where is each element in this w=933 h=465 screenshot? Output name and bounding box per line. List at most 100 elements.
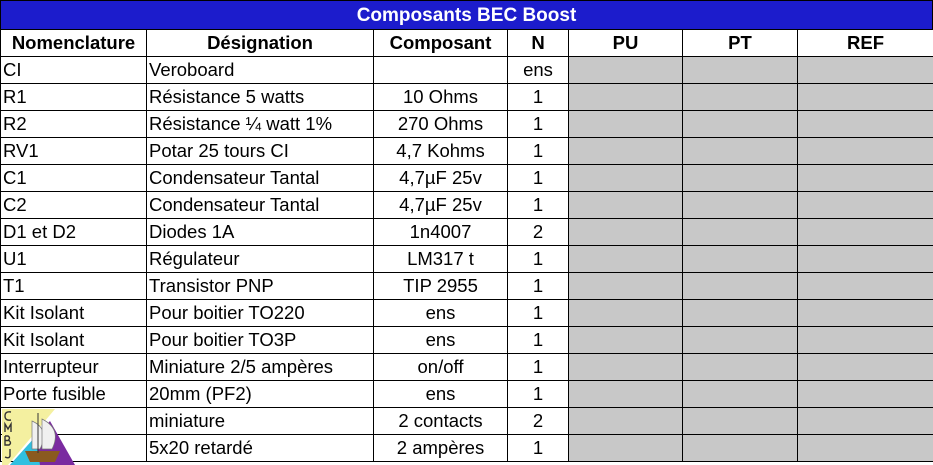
- table-row: R2 Résistance ¼ watt 1% 270 Ohms 1: [0, 110, 933, 138]
- ref-cell[interactable]: [797, 110, 933, 138]
- ref-cell[interactable]: [797, 326, 933, 354]
- column-header: Désignation: [146, 29, 374, 57]
- ref-cell[interactable]: [797, 137, 933, 165]
- cmbj-logo: [2, 409, 75, 465]
- pu-cell[interactable]: [568, 191, 683, 219]
- ref-cell[interactable]: [797, 218, 933, 246]
- composant-cell: 10 Ohms: [373, 83, 508, 111]
- composant-cell: ens: [373, 380, 508, 408]
- components-table: Nomenclature Désignation Composant N PU PT REF…: [0, 29, 933, 462]
- pu-cell[interactable]: [568, 407, 683, 435]
- designation-cell: Diodes 1A: [146, 218, 374, 246]
- pt-cell[interactable]: [682, 164, 798, 192]
- logo-lettering: [4, 411, 12, 459]
- table-row: Kit Isolant Pour boitier TO3P ens 1: [0, 326, 933, 354]
- quantity-cell: 1: [507, 245, 569, 273]
- table-row: CI Veroboard ens: [0, 56, 933, 84]
- ref-cell[interactable]: [797, 272, 933, 300]
- pt-cell[interactable]: [682, 407, 798, 435]
- quantity-cell: 2: [507, 407, 569, 435]
- composant-cell: 4,7µF 25v: [373, 164, 508, 192]
- designation-cell: Pour boitier TO220: [146, 299, 374, 327]
- nomenclature-cell: CI: [0, 56, 147, 84]
- table-row: miniature 2 contacts 2: [0, 407, 933, 435]
- nomenclature-cell: Porte fusible: [0, 380, 147, 408]
- pt-cell[interactable]: [682, 353, 798, 381]
- designation-cell: 20mm (PF2): [146, 380, 374, 408]
- composant-cell: [373, 56, 508, 84]
- pu-cell[interactable]: [568, 218, 683, 246]
- pu-cell[interactable]: [568, 380, 683, 408]
- nomenclature-cell: R1: [0, 83, 147, 111]
- composant-cell: LM317 t: [373, 245, 508, 273]
- designation-cell: Condensateur Tantal: [146, 164, 374, 192]
- table-title: Composants BEC Boost: [0, 0, 933, 29]
- pu-cell[interactable]: [568, 164, 683, 192]
- pt-cell[interactable]: [682, 299, 798, 327]
- designation-cell: Veroboard: [146, 56, 374, 84]
- nomenclature-cell: Kit Isolant: [0, 299, 147, 327]
- pu-cell[interactable]: [568, 434, 683, 462]
- pt-cell[interactable]: [682, 110, 798, 138]
- table-row: T1 Transistor PNP TIP 2955 1: [0, 272, 933, 300]
- pt-cell[interactable]: [682, 272, 798, 300]
- pt-cell[interactable]: [682, 83, 798, 111]
- pu-cell[interactable]: [568, 272, 683, 300]
- designation-cell: Transistor PNP: [146, 272, 374, 300]
- composant-cell: 2 contacts: [373, 407, 508, 435]
- ref-cell[interactable]: [797, 191, 933, 219]
- pu-cell[interactable]: [568, 326, 683, 354]
- ref-cell[interactable]: [797, 407, 933, 435]
- quantity-cell: 1: [507, 110, 569, 138]
- pu-cell[interactable]: [568, 299, 683, 327]
- designation-cell: miniature: [146, 407, 374, 435]
- designation-cell: Pour boitier TO3P: [146, 326, 374, 354]
- composant-cell: TIP 2955: [373, 272, 508, 300]
- composant-cell: on/off: [373, 353, 508, 381]
- pt-cell[interactable]: [682, 191, 798, 219]
- pt-cell[interactable]: [682, 326, 798, 354]
- ref-cell[interactable]: [797, 353, 933, 381]
- table-row: Porte fusible 20mm (PF2) ens 1: [0, 380, 933, 408]
- quantity-cell: 1: [507, 83, 569, 111]
- ref-cell[interactable]: [797, 380, 933, 408]
- pt-cell[interactable]: [682, 218, 798, 246]
- table-row: Interrupteur Miniature 2/5 ampères on/off 1: [0, 353, 933, 381]
- column-header: N: [507, 29, 569, 57]
- table-row: RV1 Potar 25 tours CI 4,7 Kohms 1: [0, 137, 933, 165]
- pt-cell[interactable]: [682, 434, 798, 462]
- nomenclature-cell: D1 et D2: [0, 218, 147, 246]
- pt-cell[interactable]: [682, 137, 798, 165]
- table-row: Kit Isolant Pour boitier TO220 ens 1: [0, 299, 933, 327]
- pu-cell[interactable]: [568, 137, 683, 165]
- quantity-cell: 1: [507, 380, 569, 408]
- designation-cell: 5x20 retardé: [146, 434, 374, 462]
- composant-cell: 1n4007: [373, 218, 508, 246]
- pu-cell[interactable]: [568, 245, 683, 273]
- table-row: C2 Condensateur Tantal 4,7µF 25v 1: [0, 191, 933, 219]
- ref-cell[interactable]: [797, 83, 933, 111]
- ref-cell[interactable]: [797, 434, 933, 462]
- designation-cell: Résistance ¼ watt 1%: [146, 110, 374, 138]
- quantity-cell: 1: [507, 299, 569, 327]
- composant-cell: 270 Ohms: [373, 110, 508, 138]
- designation-cell: Miniature 2/5 ampères: [146, 353, 374, 381]
- column-header: Nomenclature: [0, 29, 147, 57]
- ref-cell[interactable]: [797, 56, 933, 84]
- composant-cell: 2 ampères: [373, 434, 508, 462]
- ref-cell[interactable]: [797, 164, 933, 192]
- nomenclature-cell: C2: [0, 191, 147, 219]
- pu-cell[interactable]: [568, 353, 683, 381]
- pu-cell[interactable]: [568, 110, 683, 138]
- quantity-cell: 1: [507, 434, 569, 462]
- pt-cell[interactable]: [682, 56, 798, 84]
- ref-cell[interactable]: [797, 245, 933, 273]
- nomenclature-cell: T1: [0, 272, 147, 300]
- pu-cell[interactable]: [568, 83, 683, 111]
- designation-cell: Condensateur Tantal: [146, 191, 374, 219]
- pt-cell[interactable]: [682, 245, 798, 273]
- ref-cell[interactable]: [797, 299, 933, 327]
- pt-cell[interactable]: [682, 380, 798, 408]
- pu-cell[interactable]: [568, 56, 683, 84]
